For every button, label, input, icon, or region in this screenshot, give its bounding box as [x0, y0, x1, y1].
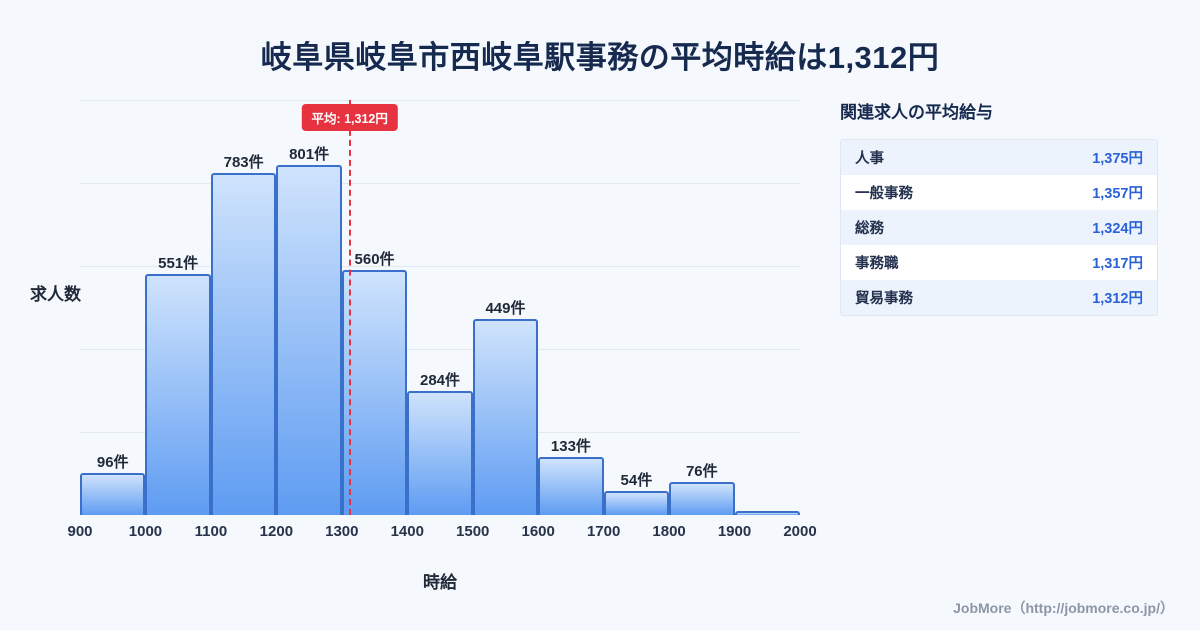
bar-value-label: 96件 — [96, 454, 129, 472]
salary-row-label: 人事 — [855, 151, 884, 167]
histogram-bar — [472, 318, 539, 515]
bar-value-label: 801件 — [289, 146, 330, 164]
x-tick-label: 1800 — [652, 523, 686, 540]
average-line — [348, 100, 351, 515]
bar-value-label: 284件 — [419, 371, 461, 389]
average-badge: 平均: 1,312円 — [301, 104, 398, 131]
bar-value-label: 560件 — [354, 251, 395, 269]
salary-table: 人事 1,375円 一般事務 1,357円 総務 1,324円 事務職 1,31… — [840, 139, 1158, 316]
x-tick-label: 2000 — [783, 523, 817, 540]
page-title: 岐阜県岐阜市西岐阜駅事務の平均時給は1,312円 — [260, 40, 940, 75]
bar-value-label: 76件 — [685, 462, 718, 480]
salary-row: 人事 1,375円 — [841, 140, 1157, 175]
x-tick-label: 1600 — [521, 523, 555, 540]
salary-row: 事務職 1,317円 — [841, 245, 1157, 280]
bar-value-label: 133件 — [550, 437, 591, 455]
histogram-bar — [276, 165, 342, 515]
salary-row-value: 1,357円 — [1092, 186, 1143, 202]
histogram-bar — [210, 172, 277, 515]
histogram-bar — [669, 481, 735, 515]
salary-row-value: 1,317円 — [1092, 256, 1143, 272]
panel-heading: 関連求人の平均給与 — [840, 103, 993, 122]
salary-row-label: 一般事務 — [855, 186, 913, 202]
x-tick-label: 1700 — [586, 523, 621, 540]
salary-row-label: 事務職 — [855, 256, 899, 272]
histogram-bar — [407, 390, 473, 515]
x-tick-label: 1500 — [456, 523, 490, 540]
x-tick-label: 900 — [67, 523, 93, 540]
salary-row: 貿易事務 1,312円 — [841, 280, 1157, 315]
gridline — [80, 266, 800, 267]
x-tick-label: 1300 — [325, 523, 359, 540]
y-axis-label: 求人数 — [30, 285, 81, 304]
salary-row-label: 貿易事務 — [855, 291, 913, 307]
salary-row: 一般事務 1,357円 — [841, 175, 1157, 210]
salary-row-value: 1,375円 — [1092, 151, 1143, 167]
bar-value-label: 783件 — [223, 153, 264, 171]
histogram-bar — [734, 510, 800, 515]
x-tick-label: 1200 — [259, 523, 294, 540]
gridline — [80, 100, 800, 101]
bar-value-label: 551件 — [158, 255, 199, 273]
bar-value-label: 54件 — [620, 472, 653, 490]
salary-row-value: 1,312円 — [1092, 291, 1143, 307]
histogram-bar — [145, 274, 211, 515]
histogram-bar — [341, 270, 408, 515]
x-tick-label: 1100 — [194, 523, 228, 540]
related-salaries-panel: 関連求人の平均給与 人事 1,375円 一般事務 1,357円 総務 1,324… — [840, 98, 1158, 316]
plot-area: 平均: 1,312円 96件 551件 783件 801件 560件 284件 449件 13… — [80, 100, 800, 515]
x-tick-label: 1900 — [717, 523, 752, 540]
gridline — [80, 183, 800, 184]
histogram-bar — [80, 473, 146, 515]
salary-row-label: 総務 — [855, 221, 884, 237]
histogram-bar — [538, 456, 604, 515]
bar-value-label: 449件 — [485, 299, 526, 317]
footer-credit: JobMore（http://jobmore.co.jp/） — [953, 600, 1174, 616]
x-axis-ticks: 900 1000 1100 1200 1300 1400 1500 1600 1700 1800 1… — [67, 523, 816, 545]
salary-row-value: 1,324円 — [1092, 221, 1143, 237]
gridline — [80, 349, 800, 350]
x-tick-label: 1000 — [128, 523, 163, 540]
histogram-bar — [603, 491, 670, 515]
salary-row: 総務 1,324円 — [841, 210, 1157, 245]
x-tick-label: 1400 — [390, 523, 424, 540]
x-axis-label: 時給 — [423, 573, 457, 592]
